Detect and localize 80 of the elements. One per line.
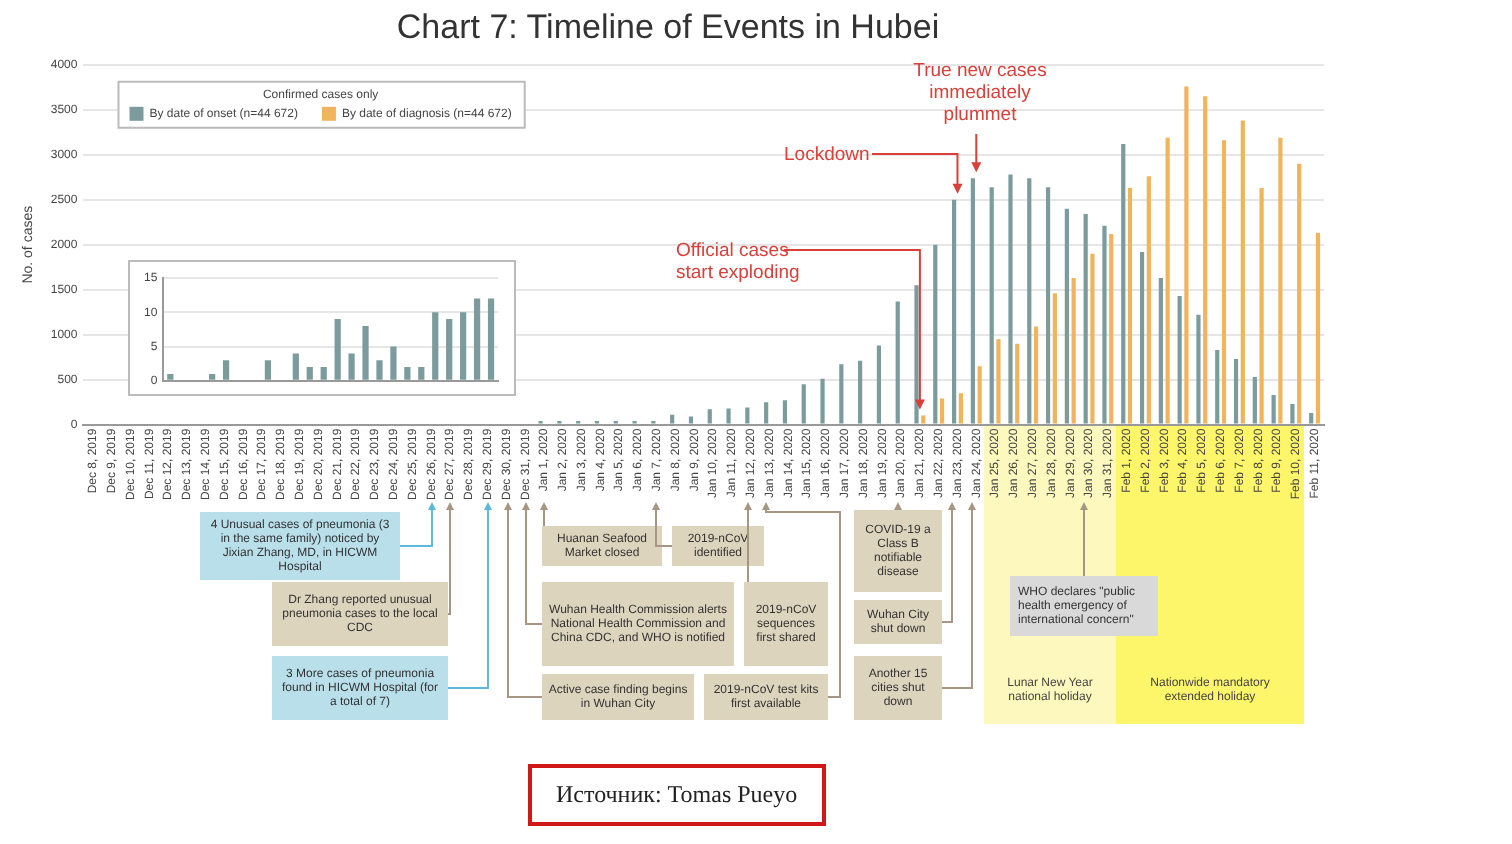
bar <box>933 244 938 424</box>
bar <box>1033 326 1039 424</box>
bar <box>1177 295 1182 424</box>
bar <box>839 364 844 424</box>
bar <box>487 298 495 380</box>
bar <box>1271 394 1276 424</box>
bar <box>952 199 957 424</box>
bar <box>1221 140 1227 424</box>
bar <box>820 378 825 424</box>
caption-frame: Источник: Tomas Pueyo <box>528 764 826 826</box>
bar <box>977 366 982 424</box>
bar <box>1127 188 1133 424</box>
bar <box>320 367 327 380</box>
bar <box>222 360 230 380</box>
bar <box>362 325 369 380</box>
bar <box>1109 233 1114 424</box>
bar <box>1015 343 1020 424</box>
bar <box>1090 253 1095 424</box>
bar <box>348 353 355 380</box>
bar <box>876 345 882 424</box>
bar <box>1064 208 1069 424</box>
bar <box>1027 178 1032 424</box>
bar <box>939 398 945 424</box>
bar <box>1233 358 1239 424</box>
bar <box>1196 314 1201 424</box>
bar <box>989 187 994 424</box>
bar <box>432 312 439 380</box>
annotation: True new cases immediately plummet <box>913 60 1048 126</box>
bar <box>1259 188 1264 424</box>
bar <box>782 400 788 424</box>
bar <box>1083 214 1088 424</box>
bar <box>1203 96 1208 424</box>
bar <box>1146 176 1151 424</box>
bar <box>418 367 425 380</box>
bar <box>1297 163 1302 424</box>
bar <box>334 319 341 380</box>
bar <box>473 298 481 380</box>
bar <box>958 393 963 424</box>
bar <box>1290 403 1295 424</box>
bar <box>1158 277 1163 424</box>
bar <box>1071 277 1076 424</box>
bar <box>801 384 806 424</box>
bar <box>1165 137 1170 424</box>
bar <box>306 367 313 380</box>
bar <box>1102 225 1107 424</box>
bar <box>1215 349 1220 424</box>
bar <box>970 178 975 424</box>
bar <box>209 373 216 380</box>
bar <box>376 360 383 380</box>
bar <box>1315 233 1321 424</box>
bar <box>921 415 926 424</box>
bar <box>1278 137 1283 424</box>
bar <box>446 319 453 380</box>
bar <box>460 312 467 380</box>
bar <box>390 346 397 380</box>
bar <box>1252 376 1257 424</box>
bar <box>707 409 712 424</box>
bar <box>1240 120 1245 424</box>
bar <box>1309 412 1314 424</box>
annotation: Official cases start exploding <box>676 240 800 284</box>
bar <box>670 414 675 424</box>
bar <box>764 402 769 424</box>
bar <box>1121 143 1126 424</box>
bar <box>726 408 731 424</box>
bar <box>404 367 411 380</box>
bar <box>1139 251 1145 424</box>
bar <box>895 301 900 424</box>
bar <box>858 360 863 424</box>
bar <box>167 373 174 380</box>
bar <box>292 353 299 380</box>
bar <box>1052 293 1057 424</box>
bar <box>1184 86 1189 424</box>
bar <box>1045 187 1051 424</box>
bar <box>1008 174 1013 424</box>
bar <box>745 407 750 424</box>
annotation: Lockdown <box>784 144 870 166</box>
bar <box>264 360 272 380</box>
bar <box>688 416 694 424</box>
chart-title: Chart 7: Timeline of Events in Hubei <box>396 7 940 46</box>
bar <box>996 339 1001 424</box>
